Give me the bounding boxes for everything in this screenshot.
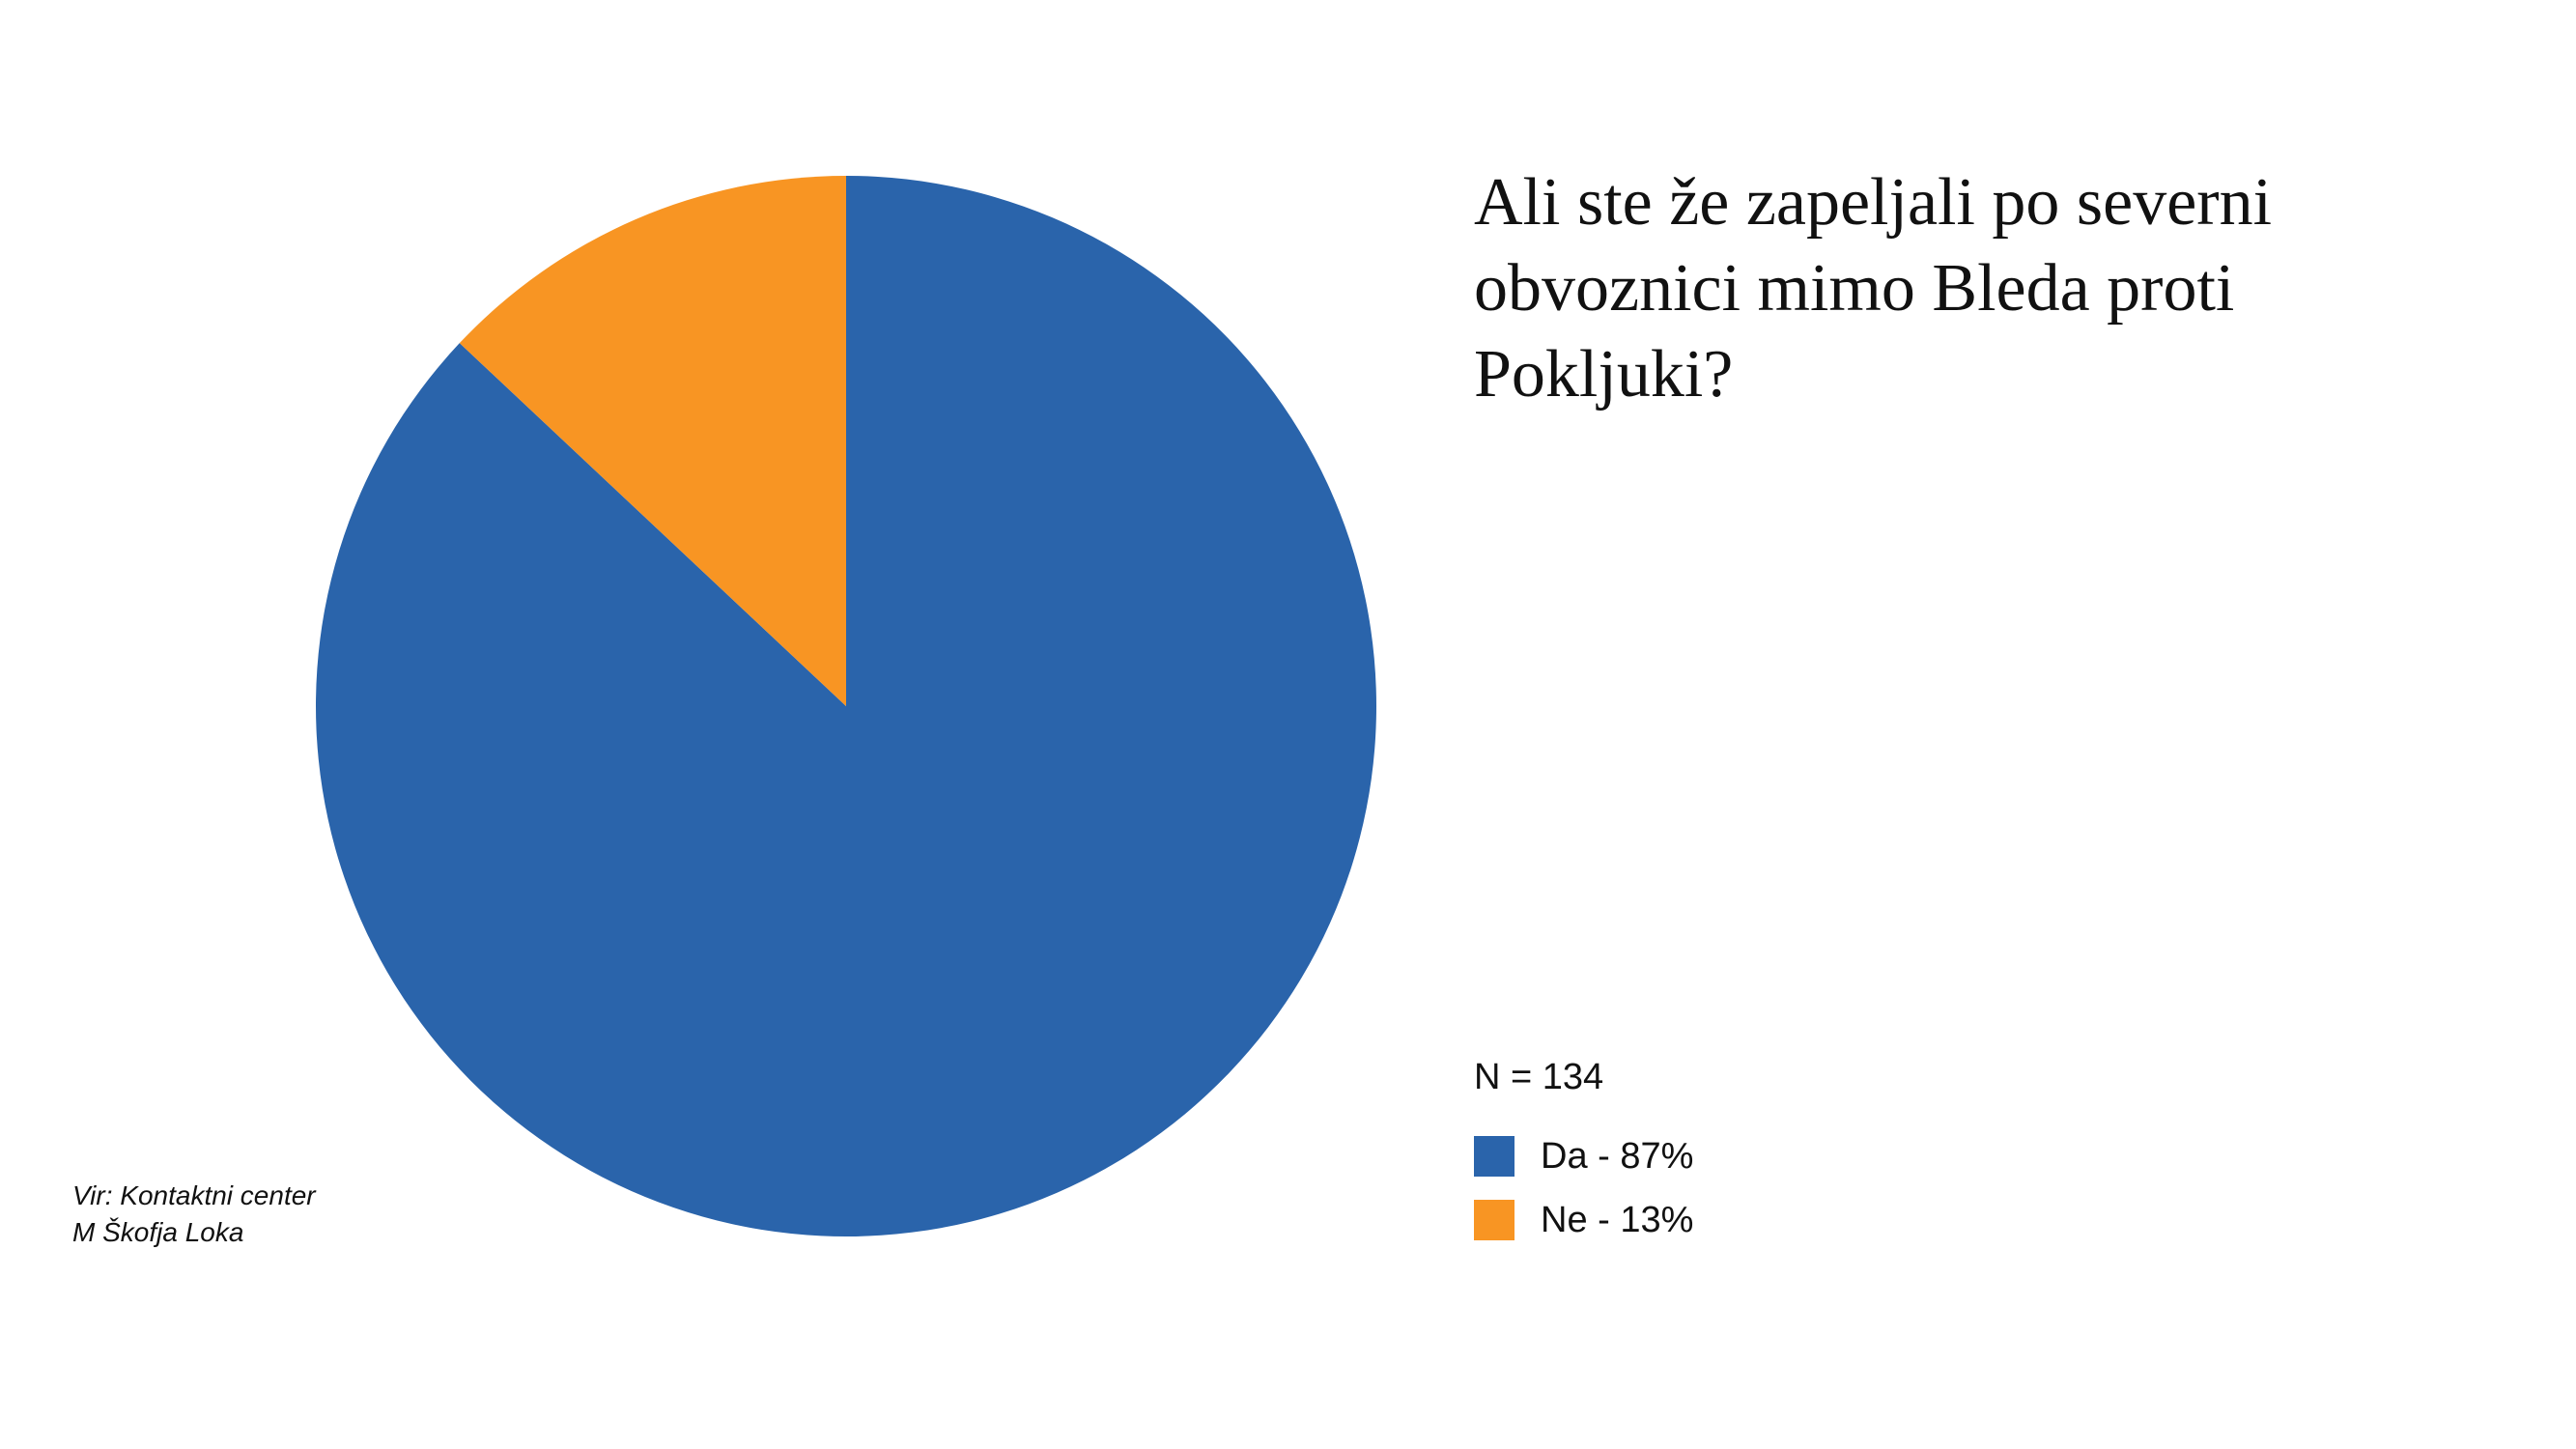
source: M Škofja Loka: [72, 1217, 244, 1247]
source: Vir: Kontaktni center: [72, 1180, 316, 1210]
chart-title: Ali ste že zapeljali po severni obvoznic…: [1474, 165, 2273, 412]
sample-size: N = 134: [1474, 1057, 1604, 1097]
legend-entry: Da - 87%: [1474, 1136, 1693, 1177]
pie-slice: [315, 176, 1376, 1236]
legend-entry: Ne - 13%: [1474, 1200, 1693, 1240]
legend-swatch: [1474, 1136, 1514, 1177]
legend-label: Da - 87%: [1541, 1135, 1694, 1177]
pie-slice: [459, 176, 846, 706]
legend-swatch: [1474, 1200, 1514, 1240]
legend-label: Ne - 13%: [1541, 1199, 1694, 1240]
